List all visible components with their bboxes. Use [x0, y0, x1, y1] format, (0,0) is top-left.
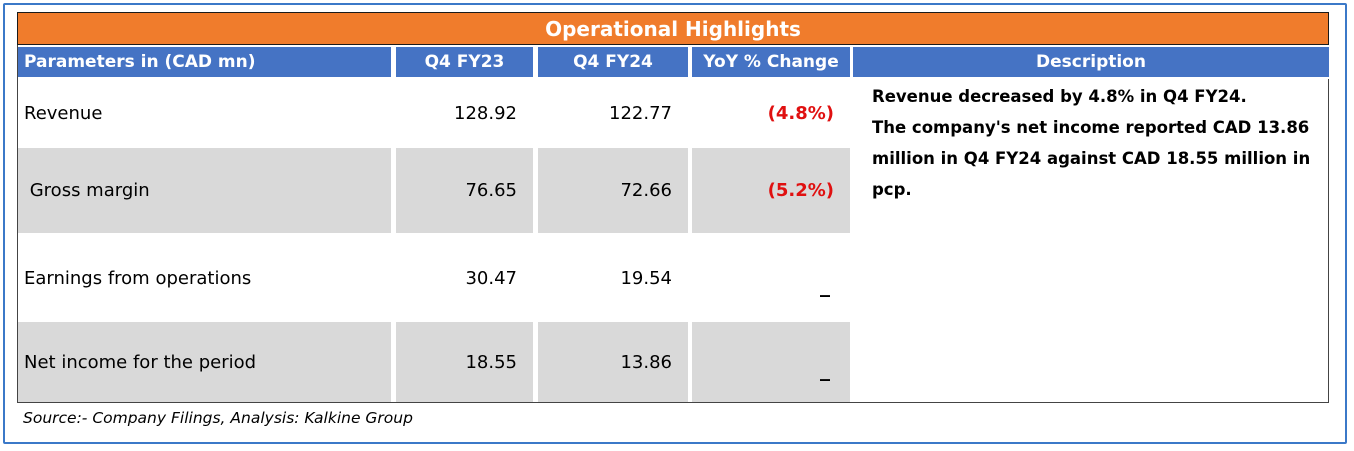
table-title: Operational Highlights — [17, 12, 1329, 45]
cell-yoy-change: _ — [820, 273, 830, 297]
row-label: Net income for the period — [18, 322, 391, 402]
description-line-2: The company's net income reported CAD 13… — [872, 118, 1311, 199]
header-yoy-change: YoY % Change — [692, 47, 850, 77]
cell-q4fy24: 122.77 — [609, 102, 672, 124]
row-label: Gross margin — [18, 148, 391, 233]
header-q4fy23: Q4 FY23 — [396, 47, 533, 77]
table-left-border — [17, 12, 18, 403]
header-q4fy24: Q4 FY24 — [538, 47, 688, 77]
header-description: Description — [853, 47, 1329, 77]
cell-yoy-change: (4.8%) — [767, 102, 834, 124]
cell-q4fy24: 72.66 — [538, 148, 688, 233]
row-label: Earnings from operations — [24, 267, 252, 289]
row-label: Revenue — [24, 102, 103, 124]
cell-q4fy24: 13.86 — [538, 322, 688, 402]
table-bottom-border — [17, 402, 1329, 403]
description-line-1: Revenue decreased by 4.8% in Q4 FY24. — [872, 87, 1247, 106]
description-text: Revenue decreased by 4.8% in Q4 FY24. Th… — [852, 79, 1329, 403]
header-parameters: Parameters in (CAD mn) — [18, 47, 391, 77]
cell-q4fy23: 128.92 — [454, 102, 517, 124]
source-note: Source:- Company Filings, Analysis: Kalk… — [23, 409, 413, 427]
cell-yoy-change: (5.2%) — [692, 148, 850, 233]
cell-q4fy24: 19.54 — [620, 267, 672, 289]
cell-q4fy23: 30.47 — [465, 267, 517, 289]
cell-yoy-change: _ — [692, 322, 850, 402]
cell-q4fy23: 76.65 — [396, 148, 533, 233]
cell-q4fy23: 18.55 — [396, 322, 533, 402]
